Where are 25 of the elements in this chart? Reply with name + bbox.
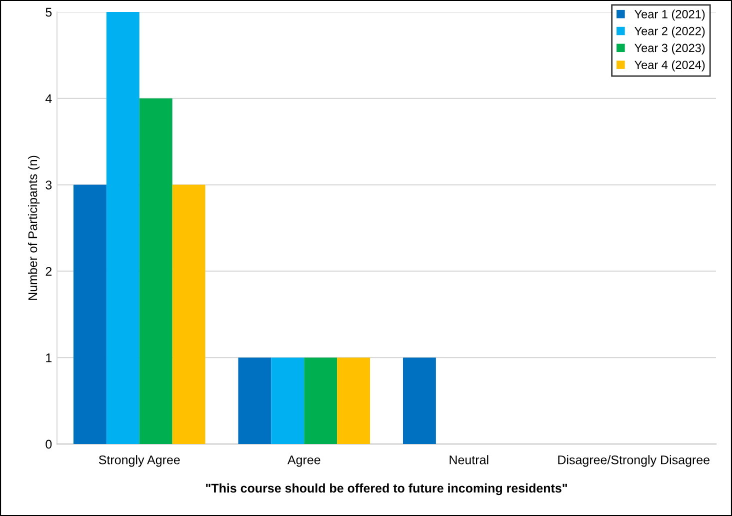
y-tick-label: 3 <box>46 180 52 190</box>
legend-label: Year 4 (2024) <box>634 60 705 72</box>
x-tick-label: Agree <box>287 456 320 467</box>
y-tick-label: 2 <box>46 267 52 276</box>
bar <box>139 98 172 444</box>
legend-label: Year 2 (2022) <box>634 26 705 38</box>
bar <box>337 358 370 444</box>
legend-label: Year 3 (2023) <box>634 43 705 54</box>
y-axis-title: Number of Participants (n) <box>28 156 40 300</box>
x-axis-title: "This course should be offered to future incoming residents" <box>206 483 567 496</box>
y-tick-label: 0 <box>46 440 52 449</box>
x-tick-label: Disagree/Strongly Disagree <box>558 455 710 467</box>
x-tick-label: Neutral <box>450 455 488 464</box>
bar <box>304 358 338 444</box>
bar <box>402 358 436 444</box>
bar <box>73 184 106 444</box>
bar <box>238 358 272 444</box>
legend-label: Year 1 (2021) <box>634 10 705 21</box>
bar <box>106 12 140 444</box>
bar <box>172 184 206 444</box>
x-tick-label: Strongly Agree <box>98 455 180 467</box>
y-tick-label: 4 <box>45 94 52 103</box>
y-tick-label: 5 <box>46 8 52 17</box>
bar <box>271 358 304 444</box>
y-tick-label: 1 <box>46 354 52 362</box>
